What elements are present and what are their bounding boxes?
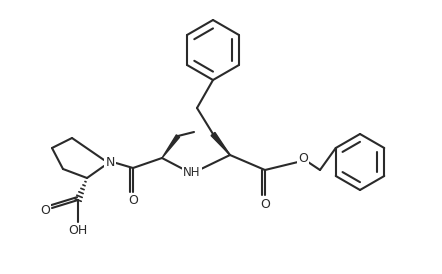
Polygon shape — [211, 132, 230, 155]
Text: O: O — [128, 195, 138, 207]
Polygon shape — [162, 135, 179, 158]
Text: O: O — [40, 204, 50, 216]
Text: N: N — [105, 156, 114, 170]
Text: O: O — [298, 152, 308, 164]
Text: O: O — [260, 198, 270, 210]
Text: OH: OH — [69, 224, 88, 236]
Text: NH: NH — [183, 167, 201, 179]
